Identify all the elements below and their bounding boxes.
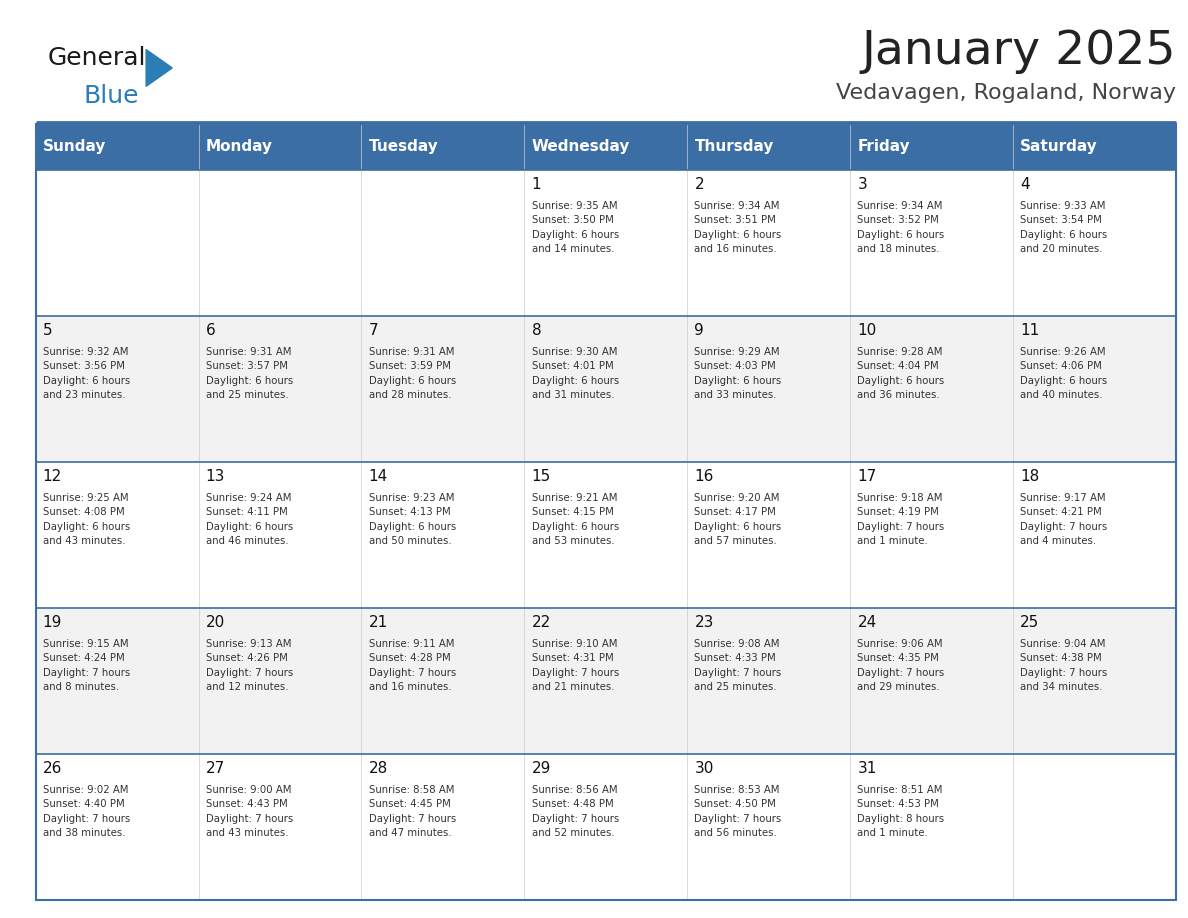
Text: Sunrise: 9:31 AM
Sunset: 3:59 PM
Daylight: 6 hours
and 28 minutes.: Sunrise: 9:31 AM Sunset: 3:59 PM Dayligh…	[368, 347, 456, 400]
Text: 17: 17	[858, 469, 877, 484]
Text: Sunrise: 9:04 AM
Sunset: 4:38 PM
Daylight: 7 hours
and 34 minutes.: Sunrise: 9:04 AM Sunset: 4:38 PM Dayligh…	[1020, 639, 1107, 692]
Text: Sunrise: 8:58 AM
Sunset: 4:45 PM
Daylight: 7 hours
and 47 minutes.: Sunrise: 8:58 AM Sunset: 4:45 PM Dayligh…	[368, 785, 456, 838]
Text: Sunrise: 9:06 AM
Sunset: 4:35 PM
Daylight: 7 hours
and 29 minutes.: Sunrise: 9:06 AM Sunset: 4:35 PM Dayligh…	[858, 639, 944, 692]
Bar	[36, 608, 1176, 754]
Text: 28: 28	[368, 761, 387, 776]
Text: 16: 16	[695, 469, 714, 484]
Bar	[36, 124, 1176, 170]
Text: 11: 11	[1020, 323, 1040, 338]
Text: 10: 10	[858, 323, 877, 338]
Text: Sunrise: 9:00 AM
Sunset: 4:43 PM
Daylight: 7 hours
and 43 minutes.: Sunrise: 9:00 AM Sunset: 4:43 PM Dayligh…	[206, 785, 293, 838]
Text: January 2025: January 2025	[861, 29, 1176, 74]
Text: 18: 18	[1020, 469, 1040, 484]
Text: Sunrise: 9:33 AM
Sunset: 3:54 PM
Daylight: 6 hours
and 20 minutes.: Sunrise: 9:33 AM Sunset: 3:54 PM Dayligh…	[1020, 201, 1107, 254]
Text: Sunrise: 9:24 AM
Sunset: 4:11 PM
Daylight: 6 hours
and 46 minutes.: Sunrise: 9:24 AM Sunset: 4:11 PM Dayligh…	[206, 493, 293, 546]
Text: Sunrise: 9:30 AM
Sunset: 4:01 PM
Daylight: 6 hours
and 31 minutes.: Sunrise: 9:30 AM Sunset: 4:01 PM Dayligh…	[531, 347, 619, 400]
Text: Sunrise: 9:21 AM
Sunset: 4:15 PM
Daylight: 6 hours
and 53 minutes.: Sunrise: 9:21 AM Sunset: 4:15 PM Dayligh…	[531, 493, 619, 546]
Text: 29: 29	[531, 761, 551, 776]
Bar	[36, 462, 1176, 608]
Text: 6: 6	[206, 323, 215, 338]
Text: Sunrise: 9:20 AM
Sunset: 4:17 PM
Daylight: 6 hours
and 57 minutes.: Sunrise: 9:20 AM Sunset: 4:17 PM Dayligh…	[695, 493, 782, 546]
Polygon shape	[146, 50, 172, 86]
Text: Sunrise: 9:28 AM
Sunset: 4:04 PM
Daylight: 6 hours
and 36 minutes.: Sunrise: 9:28 AM Sunset: 4:04 PM Dayligh…	[858, 347, 944, 400]
Text: Tuesday: Tuesday	[368, 140, 438, 154]
Text: Sunrise: 9:31 AM
Sunset: 3:57 PM
Daylight: 6 hours
and 25 minutes.: Sunrise: 9:31 AM Sunset: 3:57 PM Dayligh…	[206, 347, 293, 400]
Text: 20: 20	[206, 615, 225, 630]
Text: Sunrise: 8:53 AM
Sunset: 4:50 PM
Daylight: 7 hours
and 56 minutes.: Sunrise: 8:53 AM Sunset: 4:50 PM Dayligh…	[695, 785, 782, 838]
Text: 24: 24	[858, 615, 877, 630]
Text: 15: 15	[531, 469, 551, 484]
Text: Sunrise: 9:26 AM
Sunset: 4:06 PM
Daylight: 6 hours
and 40 minutes.: Sunrise: 9:26 AM Sunset: 4:06 PM Dayligh…	[1020, 347, 1107, 400]
Bar	[36, 316, 1176, 462]
Text: 7: 7	[368, 323, 378, 338]
Text: Sunrise: 9:13 AM
Sunset: 4:26 PM
Daylight: 7 hours
and 12 minutes.: Sunrise: 9:13 AM Sunset: 4:26 PM Dayligh…	[206, 639, 293, 692]
Text: Monday: Monday	[206, 140, 273, 154]
Text: Sunrise: 8:51 AM
Sunset: 4:53 PM
Daylight: 8 hours
and 1 minute.: Sunrise: 8:51 AM Sunset: 4:53 PM Dayligh…	[858, 785, 944, 838]
Text: Sunrise: 9:08 AM
Sunset: 4:33 PM
Daylight: 7 hours
and 25 minutes.: Sunrise: 9:08 AM Sunset: 4:33 PM Dayligh…	[695, 639, 782, 692]
Text: 30: 30	[695, 761, 714, 776]
Text: Sunrise: 8:56 AM
Sunset: 4:48 PM
Daylight: 7 hours
and 52 minutes.: Sunrise: 8:56 AM Sunset: 4:48 PM Dayligh…	[531, 785, 619, 838]
Text: 4: 4	[1020, 177, 1030, 192]
Text: Sunrise: 9:11 AM
Sunset: 4:28 PM
Daylight: 7 hours
and 16 minutes.: Sunrise: 9:11 AM Sunset: 4:28 PM Dayligh…	[368, 639, 456, 692]
Text: Sunrise: 9:35 AM
Sunset: 3:50 PM
Daylight: 6 hours
and 14 minutes.: Sunrise: 9:35 AM Sunset: 3:50 PM Dayligh…	[531, 201, 619, 254]
Text: 27: 27	[206, 761, 225, 776]
Text: Sunrise: 9:17 AM
Sunset: 4:21 PM
Daylight: 7 hours
and 4 minutes.: Sunrise: 9:17 AM Sunset: 4:21 PM Dayligh…	[1020, 493, 1107, 546]
Text: Sunrise: 9:02 AM
Sunset: 4:40 PM
Daylight: 7 hours
and 38 minutes.: Sunrise: 9:02 AM Sunset: 4:40 PM Dayligh…	[43, 785, 129, 838]
Text: 31: 31	[858, 761, 877, 776]
Bar	[36, 754, 1176, 900]
Text: 9: 9	[695, 323, 704, 338]
Text: 22: 22	[531, 615, 551, 630]
Text: 23: 23	[695, 615, 714, 630]
Text: Sunrise: 9:32 AM
Sunset: 3:56 PM
Daylight: 6 hours
and 23 minutes.: Sunrise: 9:32 AM Sunset: 3:56 PM Dayligh…	[43, 347, 129, 400]
Text: Thursday: Thursday	[695, 140, 773, 154]
Text: 13: 13	[206, 469, 225, 484]
Text: Sunday: Sunday	[43, 140, 106, 154]
Text: Blue: Blue	[83, 84, 139, 108]
Text: Sunrise: 9:29 AM
Sunset: 4:03 PM
Daylight: 6 hours
and 33 minutes.: Sunrise: 9:29 AM Sunset: 4:03 PM Dayligh…	[695, 347, 782, 400]
Text: 3: 3	[858, 177, 867, 192]
Bar	[36, 170, 1176, 316]
Text: 2: 2	[695, 177, 704, 192]
Text: Saturday: Saturday	[1020, 140, 1098, 154]
Text: 5: 5	[43, 323, 52, 338]
Text: Sunrise: 9:34 AM
Sunset: 3:51 PM
Daylight: 6 hours
and 16 minutes.: Sunrise: 9:34 AM Sunset: 3:51 PM Dayligh…	[695, 201, 782, 254]
Text: 21: 21	[368, 615, 387, 630]
Bar	[36, 124, 1176, 900]
Text: Sunrise: 9:25 AM
Sunset: 4:08 PM
Daylight: 6 hours
and 43 minutes.: Sunrise: 9:25 AM Sunset: 4:08 PM Dayligh…	[43, 493, 129, 546]
Text: 26: 26	[43, 761, 62, 776]
Text: General: General	[48, 46, 146, 70]
Text: 14: 14	[368, 469, 387, 484]
Text: 1: 1	[531, 177, 542, 192]
Text: 12: 12	[43, 469, 62, 484]
Text: Sunrise: 9:18 AM
Sunset: 4:19 PM
Daylight: 7 hours
and 1 minute.: Sunrise: 9:18 AM Sunset: 4:19 PM Dayligh…	[858, 493, 944, 546]
Text: 19: 19	[43, 615, 62, 630]
Text: Friday: Friday	[858, 140, 910, 154]
Text: 25: 25	[1020, 615, 1040, 630]
Text: 8: 8	[531, 323, 542, 338]
Text: Sunrise: 9:10 AM
Sunset: 4:31 PM
Daylight: 7 hours
and 21 minutes.: Sunrise: 9:10 AM Sunset: 4:31 PM Dayligh…	[531, 639, 619, 692]
Text: Sunrise: 9:23 AM
Sunset: 4:13 PM
Daylight: 6 hours
and 50 minutes.: Sunrise: 9:23 AM Sunset: 4:13 PM Dayligh…	[368, 493, 456, 546]
Text: Vedavagen, Rogaland, Norway: Vedavagen, Rogaland, Norway	[836, 83, 1176, 103]
Text: Wednesday: Wednesday	[531, 140, 630, 154]
Text: Sunrise: 9:34 AM
Sunset: 3:52 PM
Daylight: 6 hours
and 18 minutes.: Sunrise: 9:34 AM Sunset: 3:52 PM Dayligh…	[858, 201, 944, 254]
Text: Sunrise: 9:15 AM
Sunset: 4:24 PM
Daylight: 7 hours
and 8 minutes.: Sunrise: 9:15 AM Sunset: 4:24 PM Dayligh…	[43, 639, 129, 692]
